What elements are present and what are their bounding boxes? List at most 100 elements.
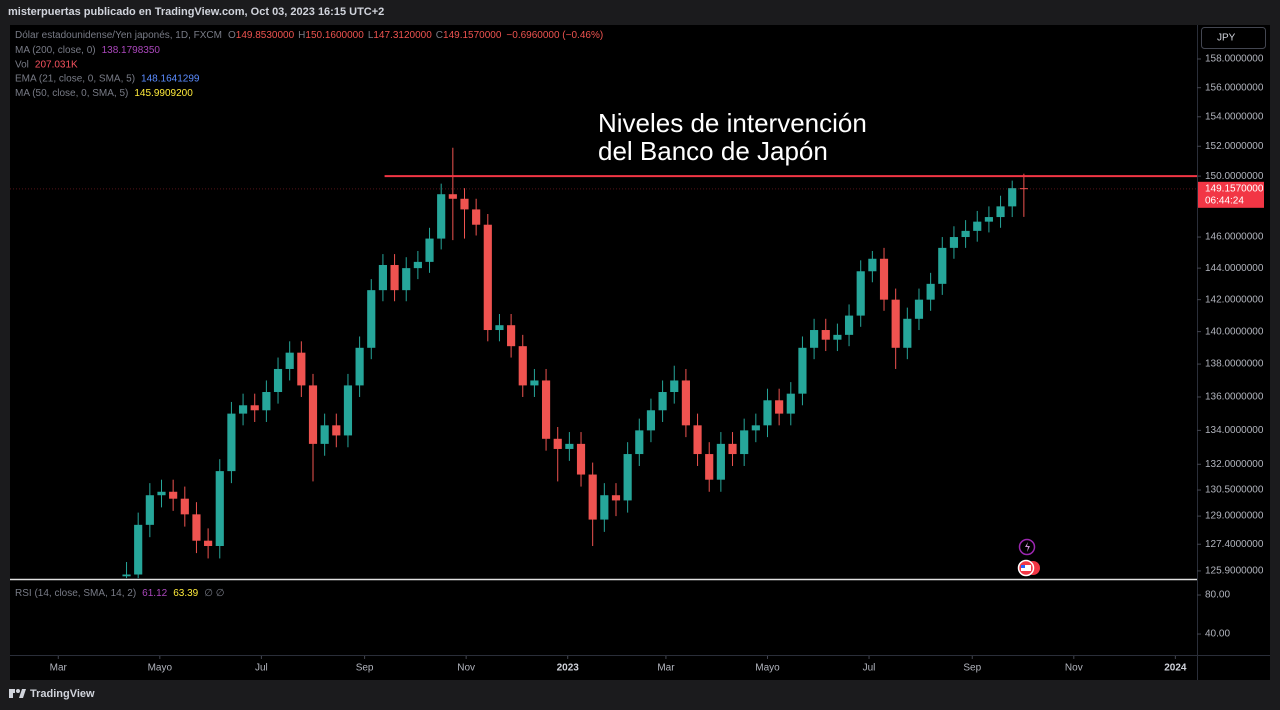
- candle-body: [134, 524, 143, 575]
- x-tick-label: 2024: [1164, 663, 1187, 674]
- rsi-y-tick-label: 80.00: [1205, 590, 1230, 601]
- indicator-legend: Vol 207.031K: [15, 59, 78, 70]
- candle-body: [437, 194, 446, 239]
- rsi-y-tick-label: 40.00: [1205, 629, 1230, 640]
- y-tick-label: 129.0000000: [1205, 511, 1264, 522]
- candle-body: [553, 438, 562, 449]
- flag-glyph: [1021, 565, 1031, 571]
- x-tick-label: Sep: [356, 663, 374, 674]
- candle-body: [565, 443, 574, 449]
- candle-body: [495, 325, 504, 331]
- candle-body: [786, 393, 795, 414]
- y-tick-label: 127.4000000: [1205, 539, 1264, 550]
- x-tick-label: Mayo: [148, 663, 173, 674]
- candle-body: [390, 265, 399, 291]
- candles: [122, 147, 1028, 579]
- candle-body: [1008, 188, 1017, 207]
- event-icons: [1017, 538, 1040, 577]
- legend-symbol: Dólar estadounidense/Yen japonés, 1D, FX…: [15, 30, 222, 41]
- annotation: Niveles de intervención: [598, 108, 867, 138]
- candle-body: [472, 209, 481, 225]
- candle-body: [192, 514, 201, 541]
- header-text: misterpuertas publicado en TradingView.c…: [8, 6, 384, 18]
- candle-body: [938, 247, 947, 284]
- ohlc-key: C: [436, 30, 443, 41]
- candle-body: [320, 425, 329, 444]
- price-pane: [10, 25, 1197, 579]
- candle-body: [250, 405, 259, 411]
- candle-body: [600, 495, 609, 520]
- y-tick-label: 125.9000000: [1205, 566, 1264, 577]
- logo-mark: [19, 689, 26, 698]
- x-tick-label: Mar: [657, 663, 675, 674]
- candle-body: [775, 400, 784, 414]
- candle-body: [868, 258, 877, 272]
- y-tick-label: 132.0000000: [1205, 459, 1264, 470]
- last-price-tag: [1198, 181, 1264, 208]
- candle-body: [297, 352, 306, 386]
- indicator-value: 148.1641299: [141, 73, 200, 84]
- logo-mark: [9, 689, 15, 698]
- candle-body: [681, 380, 690, 426]
- ohlc-value: 150.1600000: [305, 30, 364, 41]
- time-axis: [10, 656, 1197, 680]
- indicator-value: 207.031K: [35, 59, 78, 70]
- candle-body: [541, 380, 551, 439]
- y-tick-label: 142.0000000: [1205, 294, 1264, 305]
- ohlc-value: 147.3120000: [373, 30, 432, 41]
- y-tick-label: 134.0000000: [1205, 425, 1264, 436]
- rsi-pane: [10, 580, 1197, 655]
- indicator-value: 145.9909200: [134, 88, 193, 99]
- candle-body: [728, 443, 737, 455]
- candle-body: [402, 268, 411, 291]
- y-tick-label: 140.0000000: [1205, 326, 1264, 337]
- candle-body: [588, 474, 597, 520]
- candle-body: [961, 230, 970, 238]
- candle-body: [378, 265, 387, 291]
- candle-body: [763, 400, 772, 426]
- candle-body: [623, 454, 632, 501]
- x-tick-label: 2023: [557, 663, 580, 674]
- candle-body: [821, 330, 830, 340]
- x-tick-label: Nov: [1065, 663, 1083, 674]
- candle-body: [448, 194, 457, 199]
- candle-body: [332, 425, 341, 436]
- rsi-value: ∅ ∅: [204, 588, 224, 599]
- last-price-label: 149.1570000: [1205, 183, 1264, 194]
- candle-body: [751, 425, 760, 431]
- candle-body: [343, 385, 353, 436]
- rsi-legend: RSI (14, close, SMA, 14, 2) 61.12 63.39 ∅ ∅: [15, 588, 224, 599]
- price-axis: [1198, 25, 1270, 680]
- x-tick-label: Nov: [457, 663, 475, 674]
- candle-body: [530, 380, 539, 386]
- candle-body: [879, 258, 889, 300]
- candle-body: [413, 261, 422, 269]
- rsi-label: RSI (14, close, SMA, 14, 2): [15, 588, 136, 599]
- candle-body: [658, 392, 667, 411]
- indicator-label: Vol: [15, 59, 29, 70]
- y-tick-label: 152.0000000: [1205, 141, 1264, 152]
- candle-body: [169, 491, 178, 499]
- candle-body: [425, 238, 434, 262]
- ohlc-value: 149.8530000: [236, 30, 295, 41]
- indicator-legend: EMA (21, close, 0, SMA, 5) 148.1641299: [15, 73, 200, 84]
- candle-body: [204, 540, 213, 547]
- candle-body: [367, 290, 376, 348]
- candle-body: [926, 283, 935, 300]
- candle-body: [670, 380, 679, 393]
- candle-body: [798, 347, 807, 394]
- footer-logo: [9, 689, 26, 698]
- event-glyph: [1025, 542, 1030, 552]
- x-tick-label: Jul: [255, 663, 268, 674]
- candle-body: [285, 352, 294, 369]
- indicator-label: EMA (21, close, 0, SMA, 5): [15, 73, 135, 84]
- candle-body: [903, 318, 912, 348]
- candle-body: [949, 237, 959, 248]
- rsi-value: 63.39: [173, 588, 198, 599]
- candle-body: [716, 443, 725, 480]
- y-tick-label: 154.0000000: [1205, 111, 1264, 122]
- currency-button[interactable]: [1201, 27, 1266, 49]
- indicator-value: 138.1798350: [102, 45, 161, 56]
